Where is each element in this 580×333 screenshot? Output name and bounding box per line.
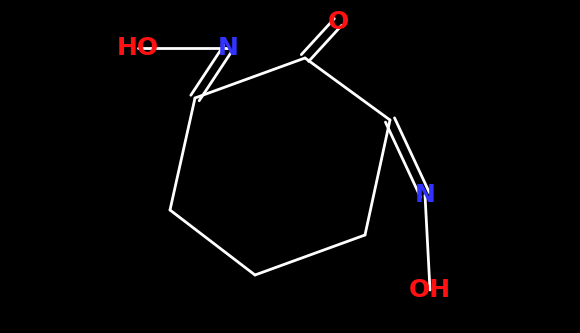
Text: HO: HO [117, 36, 159, 60]
Text: N: N [415, 183, 436, 207]
Text: OH: OH [409, 278, 451, 302]
Text: O: O [327, 10, 349, 34]
Text: N: N [218, 36, 238, 60]
